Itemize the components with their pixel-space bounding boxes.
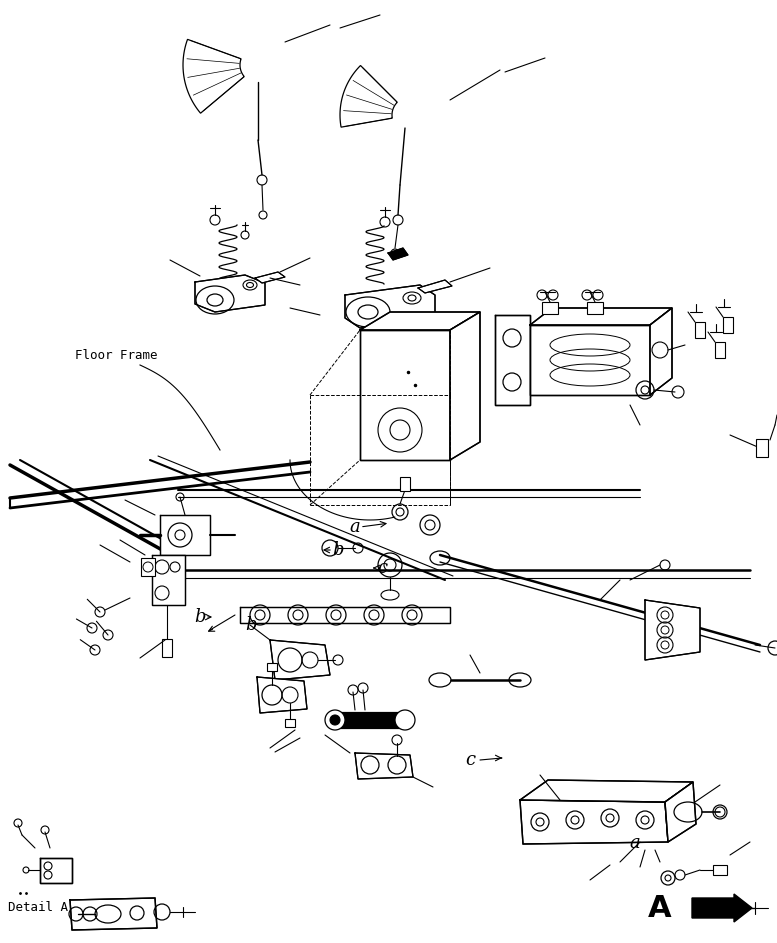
Text: b: b: [333, 541, 343, 559]
Circle shape: [330, 715, 340, 725]
Bar: [400, 477, 410, 491]
Bar: [695, 322, 705, 338]
Text: b: b: [194, 608, 206, 626]
Polygon shape: [152, 555, 185, 605]
Polygon shape: [183, 40, 244, 113]
Bar: [141, 558, 155, 576]
Polygon shape: [255, 272, 285, 283]
Polygon shape: [650, 308, 672, 395]
Polygon shape: [360, 312, 480, 330]
Text: a: a: [350, 518, 361, 536]
Polygon shape: [360, 330, 450, 460]
Polygon shape: [345, 285, 435, 328]
Bar: [162, 639, 172, 657]
Polygon shape: [418, 280, 452, 293]
Polygon shape: [520, 780, 693, 802]
Polygon shape: [355, 753, 413, 779]
Polygon shape: [257, 677, 307, 713]
Bar: [267, 663, 277, 671]
Bar: [285, 719, 295, 727]
Bar: [542, 302, 558, 314]
Polygon shape: [340, 65, 397, 127]
Polygon shape: [520, 800, 668, 844]
Polygon shape: [665, 782, 696, 842]
Text: Detail A: Detail A: [8, 901, 68, 914]
Polygon shape: [495, 315, 530, 405]
Bar: [587, 302, 603, 314]
Polygon shape: [195, 275, 265, 312]
Text: Floor Frame: Floor Frame: [75, 349, 158, 361]
Polygon shape: [335, 712, 405, 728]
Polygon shape: [450, 312, 480, 460]
Bar: [756, 439, 768, 457]
Polygon shape: [645, 600, 700, 660]
Bar: [715, 342, 725, 358]
Polygon shape: [160, 515, 210, 555]
Polygon shape: [530, 308, 672, 325]
Polygon shape: [70, 898, 157, 930]
Bar: [713, 865, 727, 875]
Polygon shape: [270, 640, 330, 680]
Text: A: A: [648, 894, 672, 922]
Circle shape: [325, 710, 345, 730]
Polygon shape: [388, 248, 408, 260]
Text: b: b: [245, 616, 256, 634]
Text: c: c: [465, 751, 475, 769]
Bar: [723, 317, 733, 333]
Text: c: c: [377, 559, 387, 577]
Circle shape: [395, 710, 415, 730]
Polygon shape: [530, 325, 650, 395]
Polygon shape: [240, 607, 450, 623]
Polygon shape: [40, 858, 72, 883]
FancyArrow shape: [692, 894, 752, 922]
Text: a: a: [629, 834, 640, 852]
